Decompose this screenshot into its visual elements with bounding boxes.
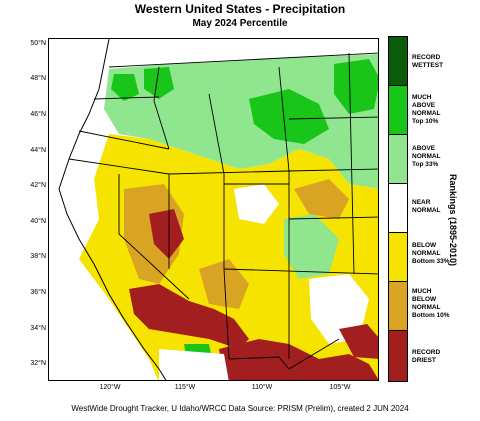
- lat-label: 50°N: [30, 40, 46, 47]
- state-boundaries: [68, 52, 378, 370]
- legend-label-much-above: MUCH ABOVE NORMAL Top 10%: [412, 94, 441, 125]
- legend-label-above: ABOVE NORMAL Top 33%: [412, 145, 441, 168]
- mexico-area: [159, 349, 229, 380]
- region-much-below-az: [199, 259, 249, 309]
- region-much-above-idaho: [144, 67, 174, 99]
- lat-label: 48°N: [30, 75, 46, 82]
- map-subtitle: May 2024 Percentile: [192, 18, 288, 29]
- legend-colorbar: [388, 36, 408, 382]
- lat-label: 40°N: [30, 218, 46, 225]
- lat-label: 34°N: [30, 325, 46, 332]
- region-much-above-montana: [249, 89, 329, 144]
- lon-label: 110°W: [251, 384, 273, 391]
- legend-swatch: [389, 86, 407, 135]
- region-record-driest-nm: [339, 324, 378, 359]
- canada-area: [49, 39, 378, 69]
- region-record-driest-south: [219, 339, 378, 380]
- legend-swatch: [389, 282, 407, 331]
- legend-label-below: BELOW NORMAL Bottom 33%: [412, 242, 450, 265]
- region-above-normal-colo: [284, 214, 339, 279]
- legend-swatch: [389, 233, 407, 282]
- legend-swatch: [389, 331, 407, 381]
- region-much-above-wash: [111, 74, 139, 101]
- lon-label: 120°W: [99, 384, 121, 391]
- legend-swatch: [389, 184, 407, 233]
- legend-swatch: [389, 135, 407, 184]
- legend-title: Rankings (1895-2010): [448, 173, 458, 267]
- lon-label: 115°W: [174, 384, 196, 391]
- legend-label-record-wettest: RECORD WETTEST: [412, 54, 444, 69]
- legend-label-much-below: MUCH BELOW NORMAL Bottom 10%: [412, 288, 450, 319]
- legend-label-record-driest: RECORD DRIEST: [412, 349, 441, 364]
- lat-label: 38°N: [30, 253, 46, 260]
- map-canvas: [49, 39, 378, 380]
- region-near-normal-coast: [49, 159, 99, 269]
- precipitation-map: [48, 38, 379, 381]
- coastline: [58, 39, 167, 380]
- footer-credit: WestWide Drought Tracker, U Idaho/WRCC D…: [71, 404, 409, 413]
- lat-label: 44°N: [30, 147, 46, 154]
- lat-label: 42°N: [30, 182, 46, 189]
- legend-swatch: [389, 37, 407, 86]
- region-record-driest-socal: [129, 284, 249, 349]
- region-record-driest-nevada: [149, 209, 184, 259]
- legend-label-near: NEAR NORMAL: [412, 199, 441, 214]
- region-much-above-dakota: [334, 59, 378, 114]
- ocean-pacific-south: [49, 259, 159, 380]
- region-much-below-wyo: [294, 179, 349, 219]
- lat-label: 32°N: [30, 360, 46, 367]
- ocean-pacific: [49, 39, 109, 169]
- lat-label: 46°N: [30, 111, 46, 118]
- lat-label: 36°N: [30, 289, 46, 296]
- region-near-normal-utah: [234, 184, 279, 224]
- lon-label: 105°W: [329, 384, 351, 391]
- map-title: Western United States - Precipitation: [134, 2, 346, 16]
